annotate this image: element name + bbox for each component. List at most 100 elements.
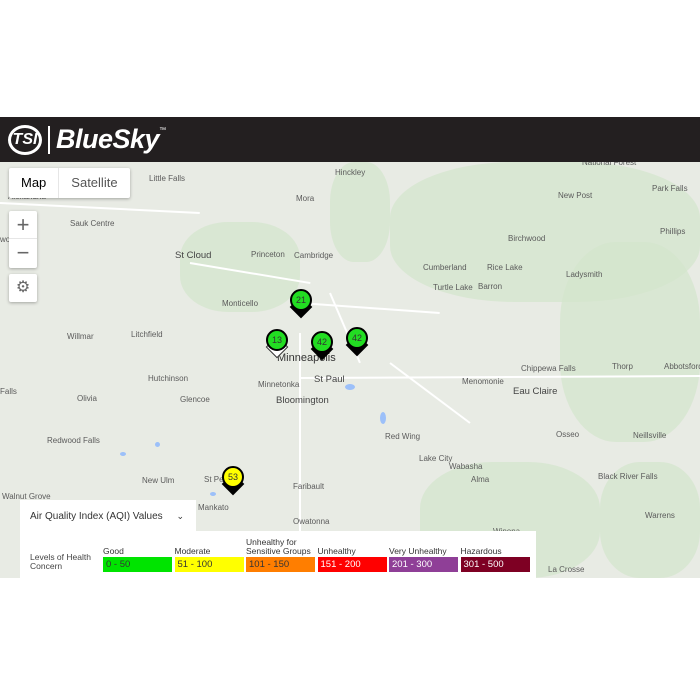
place-label: Park Falls [652, 184, 688, 193]
place-label: New Post [558, 191, 593, 200]
aqi-level: Moderate 51 - 100 [174, 531, 245, 578]
place-label: Ladysmith [566, 270, 603, 279]
aqi-level-range: 51 - 100 [174, 557, 244, 572]
forest-area [330, 162, 390, 262]
place-label: St Cloud [175, 250, 212, 261]
aqi-level-name: Moderate [174, 546, 211, 556]
place-label: Walnut Grove [2, 492, 51, 501]
place-label: Hutchinson [148, 374, 189, 383]
marker-value: 42 [346, 327, 368, 349]
aqi-level-range: 0 - 50 [103, 557, 172, 572]
aqi-sensor-marker[interactable]: 42 [345, 327, 369, 357]
place-label: Menomonie [462, 377, 504, 386]
place-label: Willmar [67, 332, 94, 341]
aqi-level-name: Unhealthy [317, 546, 356, 556]
place-label: Turtle Lake [433, 283, 473, 292]
place-label: Minnetonka [258, 380, 300, 389]
lake [380, 412, 386, 424]
map-type-control: Map Satellite [9, 168, 130, 198]
aqi-level-name: Unhealthy for Sensitive Groups [246, 537, 311, 556]
zoom-in-button[interactable]: + [9, 211, 37, 239]
place-label: Little Falls [149, 174, 186, 183]
place-label: Bloomington [276, 395, 329, 406]
place-label: Barron [478, 282, 503, 291]
place-label: Neillsville [633, 431, 667, 440]
levels-label: Levels of Health Concern [30, 552, 91, 571]
place-label: Owatonna [293, 517, 330, 526]
place-label: Princeton [251, 250, 285, 259]
place-label: Red Wing [385, 432, 421, 441]
place-label: Warrens [645, 511, 675, 520]
place-label: Cumberland [423, 263, 467, 272]
place-label: National Forest [582, 162, 637, 167]
aqi-level-name: Hazardous [460, 546, 502, 556]
place-label: St Paul [314, 374, 345, 385]
aqi-level-range: 201 - 300 [389, 557, 458, 572]
place-label: Redwood Falls [47, 436, 100, 445]
app-header: TSI BlueSky ™ [0, 117, 700, 162]
place-label: Hinckley [335, 168, 366, 177]
aqi-sensor-marker[interactable]: 21 [289, 289, 313, 319]
place-label: Falls [0, 387, 17, 396]
aqi-sensor-marker[interactable]: 53 [221, 466, 245, 496]
forest-area [600, 462, 700, 578]
map-type-map-button[interactable]: Map [9, 168, 60, 198]
legend-title: Air Quality Index (AQI) Values [30, 510, 163, 522]
zoom-out-button[interactable]: − [16, 240, 30, 265]
place-label: Sauk Centre [70, 219, 115, 228]
aqi-level: Unhealthy for Sensitive Groups 101 - 150 [246, 531, 316, 578]
place-label: Olivia [77, 394, 98, 403]
place-label: Cambridge [294, 251, 334, 260]
place-label: Glencoe [180, 395, 210, 404]
place-label: Wabasha [449, 462, 483, 471]
brand-name: BlueSky [56, 124, 160, 154]
place-label: Mankato [198, 503, 229, 512]
aqi-level-name: Good [103, 546, 124, 556]
place-label: Litchfield [131, 330, 163, 339]
lake [345, 384, 355, 390]
map-type-satellite-button[interactable]: Satellite [71, 175, 118, 190]
lake [155, 442, 160, 447]
marker-value: 13 [266, 329, 288, 351]
aqi-level: Very Unhealthy 201 - 300 [389, 531, 459, 578]
place-label: Abbotsford [664, 362, 700, 371]
forest-area [560, 242, 700, 442]
road [299, 302, 441, 314]
aqi-level-range: 151 - 200 [317, 557, 387, 572]
marker-value: 42 [311, 331, 333, 353]
place-label: Phillips [660, 227, 686, 236]
aqi-level: Hazardous 301 - 500 [460, 531, 531, 578]
place-label: La Crosse [548, 565, 585, 574]
aqi-level-range: 301 - 500 [460, 557, 530, 572]
marker-value: 53 [222, 466, 244, 488]
place-label: Eau Claire [513, 386, 558, 397]
place-label: Thorp [612, 362, 633, 371]
tsi-logo: TSI [8, 124, 42, 155]
place-label: St Pe [204, 475, 224, 484]
road [389, 362, 471, 424]
place-label: Alma [471, 475, 490, 484]
aqi-legend-toggle[interactable]: Air Quality Index (AQI) Values ⌄ [20, 500, 196, 532]
place-label: Birchwood [508, 234, 546, 243]
lake [210, 492, 216, 496]
chevron-down-icon: ⌄ [176, 510, 184, 521]
aqi-sensor-marker[interactable]: 13 [265, 329, 289, 359]
zoom-control: + − [9, 211, 37, 268]
aqi-legend: Levels of Health Concern Good 0 - 50 Moder… [20, 531, 536, 578]
aqi-level: Unhealthy 151 - 200 [317, 531, 388, 578]
trademark: ™ [159, 127, 167, 134]
logo-divider [48, 125, 50, 154]
place-label: New Ulm [142, 476, 175, 485]
place-label: Faribault [293, 482, 325, 491]
place-label: Lake City [419, 454, 453, 463]
place-label: Monticello [222, 299, 259, 308]
place-label: Mora [296, 194, 315, 203]
forest-area [180, 222, 300, 312]
gear-icon[interactable]: ⚙ [9, 274, 37, 302]
place-label: Black River Falls [598, 472, 658, 481]
place-label: Rice Lake [487, 263, 523, 272]
aqi-level: Good 0 - 50 [103, 531, 173, 578]
marker-value: 21 [290, 289, 312, 311]
aqi-sensor-marker[interactable]: 42 [310, 331, 334, 361]
aqi-level-name: Very Unhealthy [389, 546, 447, 556]
